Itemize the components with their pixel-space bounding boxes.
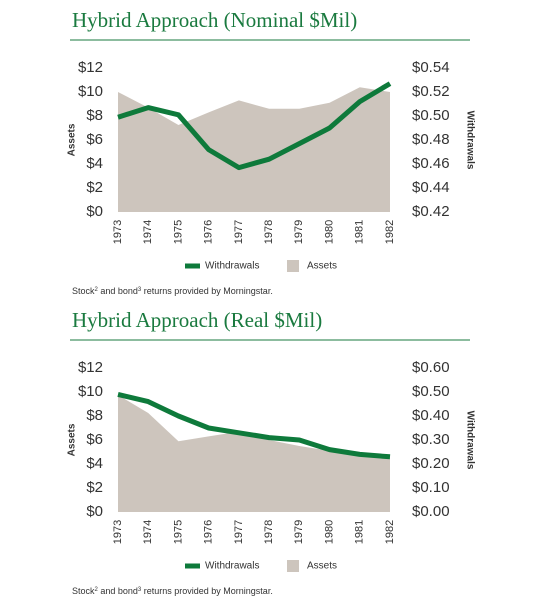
y-tick-label: $0 [86, 503, 103, 520]
withdrawals-line [117, 391, 391, 460]
legend-label: Assets [307, 561, 337, 572]
x-tick-label: 1982 [384, 520, 396, 544]
y-tick-label: $6 [86, 131, 103, 148]
x-tick-label: 1977 [233, 220, 245, 244]
footnote-superscript: 2 [95, 287, 99, 293]
footnote-text: and bond [98, 286, 138, 296]
x-tick-label: 1978 [263, 520, 275, 544]
legend-swatch [287, 260, 299, 272]
y-tick-label: $10 [78, 383, 103, 400]
y-axis-label: Assets [67, 123, 78, 156]
y2-tick-label: $0.46 [412, 155, 450, 172]
x-tick-label: 1980 [323, 520, 335, 544]
x-tick-label: 1977 [233, 520, 245, 544]
y2-axis-label: Withdrawals [464, 111, 475, 170]
footnote-superscript: 2 [95, 587, 99, 593]
x-tick-label: 1976 [203, 220, 215, 244]
x-tick-label: 1974 [142, 220, 154, 244]
x-tick-label: 1978 [263, 220, 275, 244]
y-tick-label: $4 [86, 455, 103, 472]
y-tick-label: $8 [86, 407, 103, 424]
y2-axis-label: Withdrawals [464, 411, 475, 470]
y-tick-label: $6 [86, 431, 103, 448]
y2-tick-label: $0.60 [412, 359, 450, 376]
y2-tick-label: $0.20 [412, 455, 450, 472]
x-tick-label: 1976 [203, 520, 215, 544]
x-tick-label: 1975 [172, 520, 184, 544]
y2-tick-label: $0.10 [412, 479, 450, 496]
y2-tick-label: $0.44 [412, 179, 450, 196]
footnote: Stock2 and bond3 returns provided by Mor… [72, 286, 273, 296]
y-tick-label: $8 [86, 107, 103, 124]
y2-tick-label: $0.52 [412, 83, 450, 100]
y2-tick-label: $0.54 [412, 59, 450, 76]
y-tick-label: $12 [78, 359, 103, 376]
y2-tick-label: $0.00 [412, 503, 450, 520]
x-tick-label: 1981 [354, 520, 366, 544]
withdrawals-line [117, 81, 392, 171]
footnote-text: Stock [72, 586, 95, 596]
footnote-text: and bond [98, 586, 138, 596]
y-tick-label: $0 [86, 203, 103, 220]
footnote-text: returns provided by Morningstar. [141, 586, 273, 596]
y-tick-label: $12 [78, 59, 103, 76]
legend-label: Withdrawals [205, 561, 259, 572]
chart-title: Hybrid Approach (Real $Mil) [72, 308, 322, 332]
x-tick-label: 1973 [112, 220, 124, 244]
y-tick-label: $2 [86, 179, 103, 196]
y2-tick-label: $0.42 [412, 203, 450, 220]
footnote-text: returns provided by Morningstar. [141, 286, 273, 296]
y2-tick-label: $0.48 [412, 131, 450, 148]
x-tick-label: 1981 [354, 220, 366, 244]
legend-label: Assets [307, 261, 337, 272]
y-tick-label: $10 [78, 83, 103, 100]
assets-area [118, 395, 390, 512]
y2-tick-label: $0.50 [412, 107, 450, 124]
footnote: Stock2 and bond3 returns provided by Mor… [72, 586, 273, 596]
y-tick-label: $4 [86, 155, 103, 172]
y2-tick-label: $0.50 [412, 383, 450, 400]
assets-area [118, 87, 390, 212]
y-tick-label: $2 [86, 479, 103, 496]
x-tick-label: 1975 [172, 220, 184, 244]
y-axis-label: Assets [67, 423, 78, 456]
y2-tick-label: $0.40 [412, 407, 450, 424]
x-tick-label: 1979 [293, 220, 305, 244]
x-tick-label: 1973 [112, 520, 124, 544]
legend-swatch [287, 560, 299, 572]
x-tick-label: 1982 [384, 220, 396, 244]
x-tick-label: 1974 [142, 520, 154, 544]
footnote-superscript: 3 [138, 587, 142, 593]
x-tick-label: 1980 [323, 220, 335, 244]
y2-tick-label: $0.30 [412, 431, 450, 448]
footnote-text: Stock [72, 286, 95, 296]
x-tick-label: 1979 [293, 520, 305, 544]
legend-label: Withdrawals [205, 261, 259, 272]
chart-title: Hybrid Approach (Nominal $Mil) [72, 8, 357, 32]
footnote-superscript: 3 [138, 287, 142, 293]
